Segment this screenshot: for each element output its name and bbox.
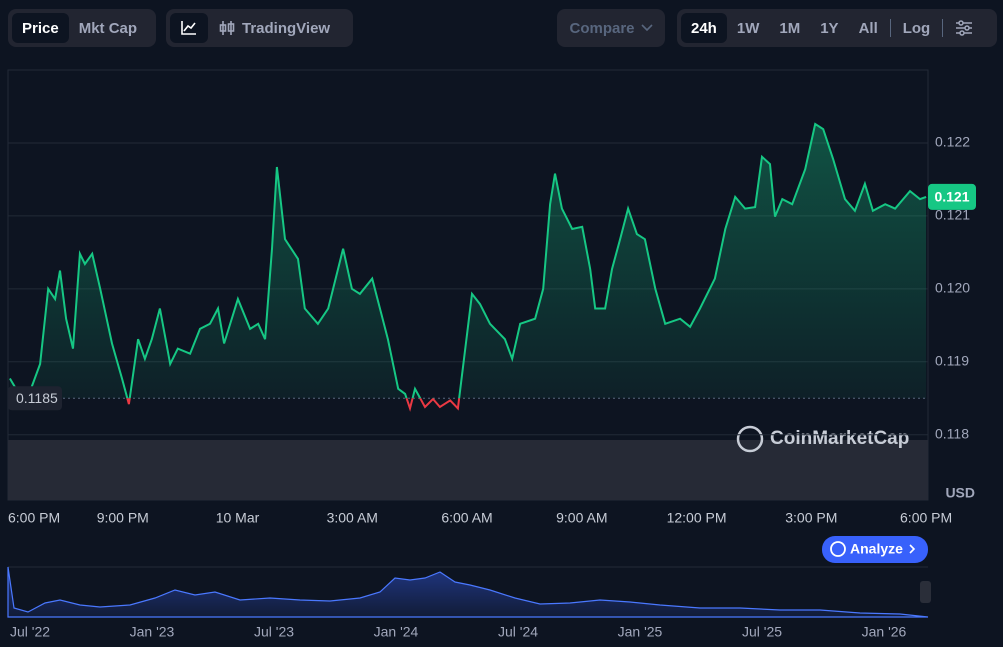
last-price-badge <box>928 183 976 210</box>
x-tick-label: 10 Mar <box>216 510 260 526</box>
log-button[interactable]: Log <box>902 19 931 37</box>
navigator-label: Jan '25 <box>618 624 663 640</box>
tradingview-button[interactable]: TradingView <box>208 13 340 43</box>
line-icon <box>181 21 196 35</box>
navigator-area <box>7 566 929 618</box>
compare-text: Compare <box>569 19 635 37</box>
range-button[interactable]: All <box>858 19 878 37</box>
watermark: CoinMarketCap <box>770 428 909 449</box>
currency-label: USD <box>945 485 975 501</box>
navigator-label: Jul '23 <box>254 624 294 640</box>
y-tick-label: 0.118 <box>935 425 969 441</box>
y-tick-label: 0.119 <box>935 352 969 368</box>
navigator-label: Jan '23 <box>130 624 175 640</box>
range-button[interactable]: 24h <box>681 13 727 43</box>
label: Compare <box>565 13 656 43</box>
range-group: 24h 1W 1M 1Y All Log <box>677 9 997 47</box>
navigator-label: Jul '25 <box>742 624 782 640</box>
range-button[interactable]: 1Y <box>820 19 839 37</box>
reference-badge <box>8 386 62 411</box>
tab[interactable]: Price <box>12 13 69 43</box>
x-tick-label: 6:00 PM <box>8 510 60 526</box>
x-tick-label: 6:00 PM <box>900 510 952 526</box>
line-view-button[interactable] <box>170 13 208 43</box>
analyze-button[interactable]: Analyze <box>822 536 928 563</box>
y-tick-label: 0.121 <box>935 207 970 223</box>
tab[interactable]: Mkt Cap <box>78 19 138 37</box>
navigator-label: Jul '24 <box>498 624 538 640</box>
price-line <box>9 122 927 399</box>
x-tick-label: 3:00 PM <box>785 510 837 526</box>
last-price-label: 0.121 <box>934 189 969 205</box>
x-tick-label: 12:00 PM <box>667 510 727 526</box>
navigator-label: Jan '24 <box>374 624 419 640</box>
compare-dropdown[interactable]: Compare <box>557 9 665 47</box>
plot-frame <box>7 69 929 501</box>
volume-band <box>8 440 928 500</box>
reference-label: 0.1185 <box>16 390 58 406</box>
navigator-handle[interactable] <box>920 581 931 603</box>
area <box>9 124 927 399</box>
settings-icon <box>956 20 973 36</box>
x-tick-label: 3:00 AM <box>327 510 378 526</box>
price-line-below <box>126 398 461 412</box>
separator <box>942 19 944 37</box>
x-tick-label: 6:00 AM <box>441 510 492 526</box>
y-tick-label: 0.122 <box>935 134 970 150</box>
analyze-label: Analyze <box>850 541 903 557</box>
separator <box>889 19 891 37</box>
tab-group: Price Mkt Cap <box>8 9 156 47</box>
label: TradingView <box>242 19 331 37</box>
analyze-icon <box>830 541 846 557</box>
analyze-bg <box>822 536 928 563</box>
watermark-logo <box>736 425 764 453</box>
settings-button[interactable] <box>945 13 983 43</box>
y-tick-label: 0.120 <box>935 280 970 296</box>
analyze-chevron <box>909 544 916 554</box>
range-button[interactable]: 1M <box>779 19 801 37</box>
x-tick-label: 9:00 PM <box>97 510 149 526</box>
candle-icon <box>219 21 235 35</box>
view-group: TradingView <box>166 9 353 47</box>
range-button[interactable]: 1W <box>736 19 760 37</box>
navigator-label: Jan '26 <box>862 624 907 640</box>
navigator-label: Jul '22 <box>10 624 50 640</box>
x-tick-label: 9:00 AM <box>556 510 607 526</box>
chevron <box>640 24 653 32</box>
